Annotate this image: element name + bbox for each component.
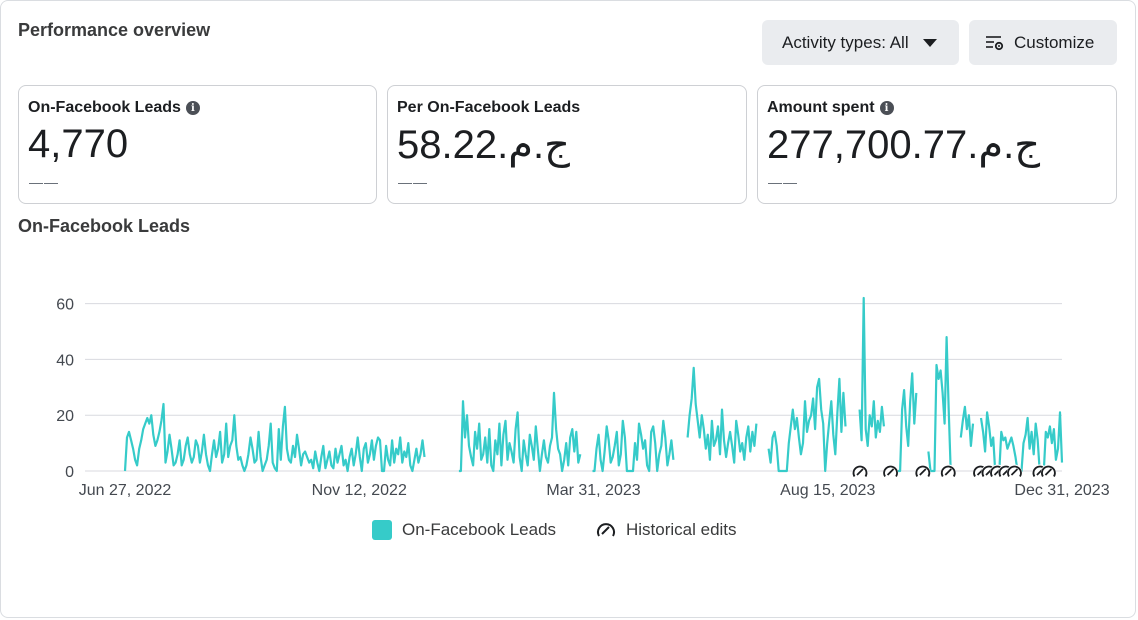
metric-card-cost-per-lead[interactable]: Per On-Facebook Leads 58.22ج.م.‏ ——: [387, 85, 747, 204]
leads-line-chart[interactable]: 0 20 40 60 Jun 27, 2022 Nov 12, 2022 Mar 31, 2…: [0, 240, 1138, 510]
legend-swatch: [372, 520, 392, 540]
metric-card-amount-spent[interactable]: Amount spent i 277,700.77ج.م.‏ ——: [757, 85, 1117, 204]
metric-value: 4,770: [28, 122, 129, 166]
metric-label: Per On-Facebook Leads: [397, 99, 581, 116]
y-tick-label: 60: [56, 297, 74, 314]
historical-edit-marker[interactable]: [1040, 464, 1056, 480]
activity-types-dropdown[interactable]: Activity types: All: [762, 20, 959, 65]
page-title: Performance overview: [18, 20, 211, 40]
y-tick-label: 20: [56, 408, 74, 425]
y-tick-label: 0: [65, 464, 74, 481]
historical-edit-icon: [597, 523, 615, 537]
y-tick-label: 40: [56, 352, 74, 369]
historical-edit-marker[interactable]: [883, 464, 899, 480]
x-tick-label: Nov 12, 2022: [312, 482, 407, 499]
caret-down-icon: [922, 38, 937, 47]
x-tick-label: Dec 31, 2023: [1014, 482, 1109, 499]
historical-edit-marker[interactable]: [852, 464, 868, 480]
metric-value: 58.22ج.م.‏: [397, 123, 570, 167]
x-tick-label: Aug 15, 2023: [780, 482, 875, 499]
metric-label: On-Facebook Leads: [28, 99, 181, 116]
metric-label: Amount spent: [767, 99, 875, 116]
chart-title: On-Facebook Leads: [18, 216, 191, 236]
historical-edit-marker[interactable]: [1006, 464, 1022, 480]
legend-item-leads[interactable]: On-Facebook Leads: [372, 520, 556, 540]
customize-button[interactable]: Customize: [969, 20, 1117, 65]
legend-item-historical-edits[interactable]: Historical edits: [595, 520, 737, 540]
customize-settings-icon: [986, 35, 1004, 50]
info-icon[interactable]: i: [185, 101, 200, 115]
legend-label: Historical edits: [626, 520, 737, 539]
customize-label: Customize: [1014, 32, 1095, 52]
metric-comparison: ——: [29, 174, 59, 190]
x-tick-label: Mar 31, 2023: [546, 482, 640, 499]
info-icon[interactable]: i: [879, 101, 894, 115]
series-line-leads: [123, 296, 1064, 473]
x-tick-label: Jun 27, 2022: [79, 482, 172, 499]
metric-comparison: ——: [768, 174, 798, 190]
metric-card-leads[interactable]: On-Facebook Leads i 4,770 ——: [18, 85, 377, 204]
metric-value: 277,700.77ج.م.‏: [767, 123, 1041, 167]
metric-comparison: ——: [398, 174, 428, 190]
activity-types-label: Activity types: All: [782, 32, 909, 52]
historical-edit-marker[interactable]: [940, 464, 956, 480]
historical-edit-marker[interactable]: [915, 464, 931, 480]
legend-label: On-Facebook Leads: [402, 520, 557, 539]
